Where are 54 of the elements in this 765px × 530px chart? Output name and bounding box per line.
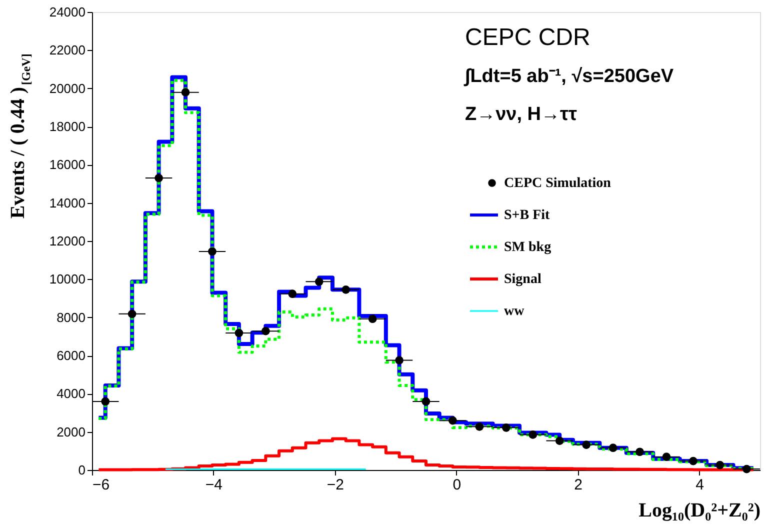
point [662, 452, 671, 462]
x-axis-title: Log₁₀(D₀²+Z₀²) [638, 500, 760, 522]
legend-label: Signal [504, 272, 542, 287]
y-tick-label: 10000 [49, 272, 86, 287]
y-tick-label: 8000 [56, 310, 86, 325]
point [208, 247, 216, 256]
point [716, 460, 724, 470]
point [608, 444, 618, 452]
y-tick-label: 16000 [49, 157, 86, 172]
point [288, 290, 297, 298]
point [422, 397, 430, 406]
x-tick-label: 0 [452, 476, 462, 494]
legend-label: SM bkg [504, 240, 552, 255]
point [475, 422, 484, 431]
legend-label: ww [504, 304, 526, 319]
y-tick-label: 2000 [56, 424, 86, 440]
x-tick-label: −6 [92, 476, 110, 494]
point [502, 423, 510, 432]
annotation: ∫Ldt=5 ab⁻¹, √s=250GeV [463, 66, 674, 87]
point [395, 356, 404, 364]
annotation: Z→νν, H→ττ [465, 104, 578, 125]
point [582, 440, 591, 449]
point [261, 326, 270, 336]
y-tick-label: 12000 [49, 234, 86, 248]
point [742, 464, 751, 474]
x-tick-label: −2 [326, 476, 344, 494]
x-tick-label: 2 [574, 476, 582, 494]
y-tick-label: 20000 [49, 80, 86, 96]
y-axis-title: Events / ( 0.44 )[GeV] [7, 54, 33, 219]
point [368, 314, 377, 324]
legend-label: S+B Fit [504, 208, 550, 223]
legend-label: CEPC Simulation [504, 176, 612, 191]
point [636, 448, 644, 456]
y-tick-label: 6000 [56, 348, 86, 363]
point [101, 397, 110, 406]
x-tick-label: 4 [696, 476, 704, 494]
point [342, 285, 350, 294]
point [448, 416, 457, 425]
y-tick-label: 0 [78, 462, 86, 478]
y-tick-label: 18000 [49, 119, 86, 134]
point [128, 310, 136, 318]
point [689, 456, 698, 466]
annotation: CEPC CDR [465, 24, 590, 51]
point [181, 88, 190, 97]
x-tick-label: −4 [205, 476, 223, 494]
point [234, 328, 244, 338]
y-tick-label: 24000 [49, 4, 86, 20]
point [555, 436, 564, 445]
point [154, 174, 163, 182]
point [528, 430, 538, 439]
y-tick-label: 14000 [49, 195, 86, 210]
y-tick-label: 22000 [49, 42, 86, 58]
point [314, 277, 324, 286]
y-tick-label: 4000 [56, 386, 86, 402]
